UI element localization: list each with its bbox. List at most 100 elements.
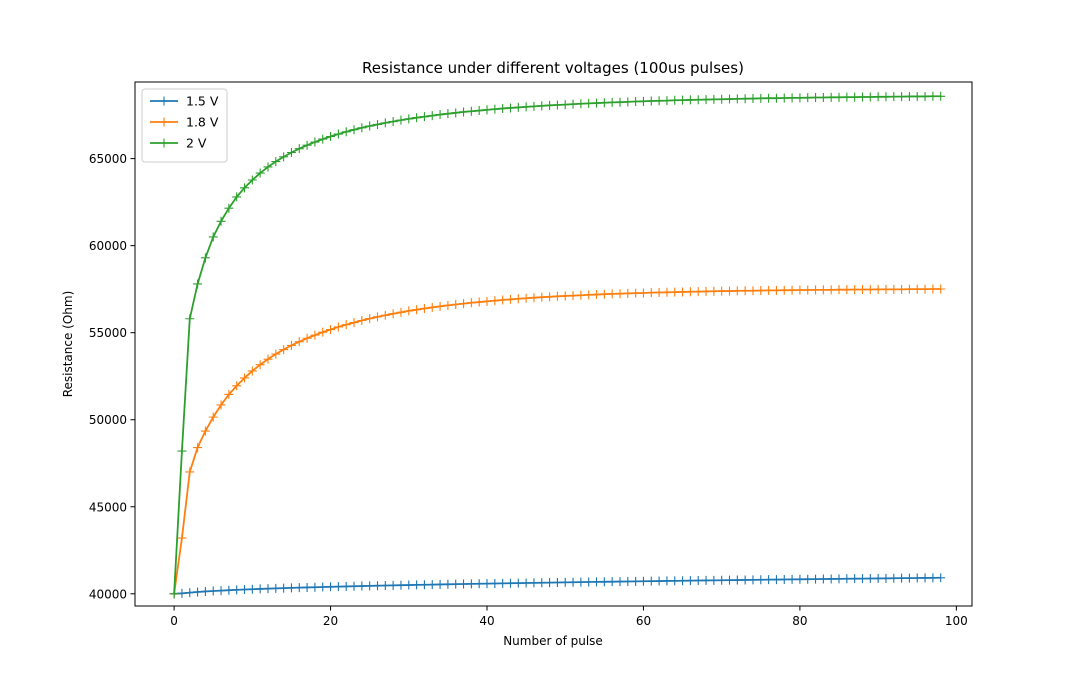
data-point: [200, 253, 210, 263]
data-point: [709, 286, 719, 296]
data-point: [756, 286, 766, 296]
data-point: [623, 576, 633, 586]
data-point: [592, 98, 602, 108]
data-point: [310, 137, 320, 147]
data-point: [552, 100, 562, 110]
legend-entry-2: 2 V: [150, 136, 207, 151]
data-point: [552, 291, 562, 301]
data-point: [889, 573, 899, 583]
data-point: [693, 576, 703, 586]
data-point: [623, 97, 633, 107]
data-point: [247, 584, 257, 594]
data-point: [349, 318, 359, 328]
data-point: [756, 575, 766, 585]
y-tick-label: 65000: [89, 152, 127, 166]
data-point: [419, 303, 429, 313]
data-point: [865, 285, 875, 295]
data-point: [169, 589, 179, 599]
data-point: [654, 287, 664, 297]
legend-swatch-marker: [159, 96, 169, 106]
data-point: [662, 96, 672, 106]
data-point: [584, 290, 594, 300]
data-point: [427, 302, 437, 312]
data-point: [286, 148, 296, 158]
data-point: [419, 580, 429, 590]
data-point: [521, 578, 531, 588]
data-point: [224, 389, 234, 399]
data-point: [936, 91, 946, 101]
data-point: [670, 576, 680, 586]
data-point: [709, 575, 719, 585]
data-point: [897, 284, 907, 294]
axes: 0 20 40 60 80 100 40000 45000 50000 55000 60000 650…: [89, 81, 973, 628]
data-point: [451, 299, 461, 309]
data-point: [474, 297, 484, 307]
data-point: [240, 373, 250, 383]
data-point: [349, 581, 359, 591]
data-point: [372, 119, 382, 129]
data-point: [592, 290, 602, 300]
data-point: [435, 579, 445, 589]
data-point: [654, 576, 664, 586]
data-point: [607, 577, 617, 587]
data-point: [678, 287, 688, 297]
data-point: [459, 107, 469, 117]
data-point: [865, 574, 875, 584]
data-point: [795, 574, 805, 584]
data-point: [255, 360, 265, 370]
data-point: [803, 285, 813, 295]
data-point: [177, 533, 187, 543]
data-point: [396, 307, 406, 317]
data-point: [443, 579, 453, 589]
data-point: [850, 285, 860, 295]
data-point: [302, 140, 312, 150]
data-point: [795, 285, 805, 295]
data-point: [341, 320, 351, 330]
data-point: [646, 576, 656, 586]
data-point: [326, 325, 336, 335]
data-point: [333, 322, 343, 332]
data-point: [701, 575, 711, 585]
data-point: [513, 578, 523, 588]
data-point: [224, 585, 234, 595]
y-tick-label: 50000: [89, 413, 127, 427]
data-point: [787, 93, 797, 103]
data-point: [302, 333, 312, 343]
data-point: [897, 92, 907, 102]
data-point: [873, 284, 883, 294]
data-point: [576, 290, 586, 300]
data-point: [365, 121, 375, 131]
data-point: [482, 296, 492, 306]
y-tick-label: 40000: [89, 587, 127, 601]
data-point: [427, 111, 437, 121]
data-point: [200, 426, 210, 436]
data-point: [318, 582, 328, 592]
data-point: [412, 580, 422, 590]
data-point: [451, 108, 461, 118]
data-point: [638, 288, 648, 298]
data-point: [490, 296, 500, 306]
data-point: [380, 118, 390, 128]
data-point: [857, 92, 867, 102]
data-point: [271, 157, 281, 167]
data-point: [302, 582, 312, 592]
y-tick-label: 45000: [89, 500, 127, 514]
series-0: [169, 573, 946, 599]
data-point: [318, 327, 328, 337]
data-point: [818, 92, 828, 102]
legend-label: 1.8 V: [186, 115, 219, 130]
data-point: [912, 91, 922, 101]
data-point: [818, 285, 828, 295]
data-point: [537, 101, 547, 111]
data-point: [936, 284, 946, 294]
data-point: [388, 117, 398, 127]
data-point: [631, 288, 641, 298]
data-point: [224, 203, 234, 213]
data-point: [678, 95, 688, 105]
data-point: [286, 340, 296, 350]
plot-frame: [134, 81, 973, 607]
y-tick-label: 55000: [89, 326, 127, 340]
data-point: [756, 93, 766, 103]
data-point: [208, 412, 218, 422]
data-point: [247, 366, 257, 376]
